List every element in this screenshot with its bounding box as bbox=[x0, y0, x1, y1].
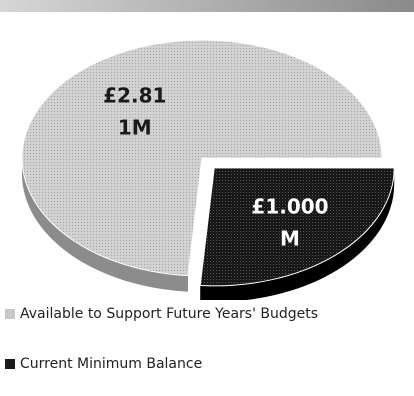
pie-chart: £2.81 1M £1.000 M bbox=[21, 39, 395, 300]
pie-slice-label-0-line2: 1M bbox=[118, 115, 152, 139]
pie-slice-side-0 bbox=[22, 158, 188, 292]
pie-slice-0 bbox=[21, 39, 383, 277]
legend-item-available: Available to Support Future Years' Budge… bbox=[1, 302, 414, 326]
pie-slice-1 bbox=[199, 167, 395, 287]
legend-label-available: Available to Support Future Years' Budge… bbox=[20, 306, 319, 322]
pie-slice-label-0-line1: £2.81 bbox=[103, 83, 166, 107]
pie-slice-side-1 bbox=[200, 167, 395, 300]
pie-slice-label-1-line1: £1.000 bbox=[251, 195, 328, 219]
chart-legend: Available to Support Future Years' Budge… bbox=[1, 302, 414, 376]
legend-swatch-light bbox=[5, 309, 15, 319]
top-border-strip bbox=[0, 0, 414, 12]
legend-label-minimum: Current Minimum Balance bbox=[20, 356, 203, 372]
legend-swatch-dark bbox=[5, 359, 15, 369]
pie-slice-label-1-line2: M bbox=[280, 227, 300, 251]
legend-item-minimum: Current Minimum Balance bbox=[1, 352, 414, 376]
